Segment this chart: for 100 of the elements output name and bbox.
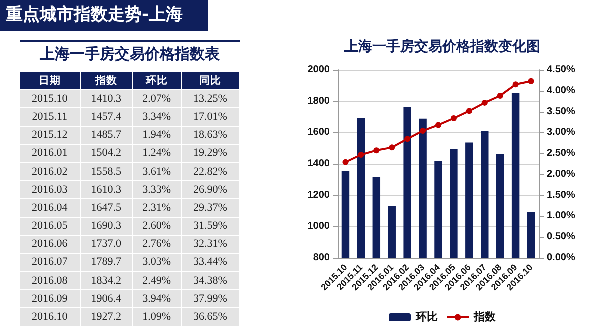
text: 1410.3	[80, 90, 132, 108]
text: 1610.3	[80, 180, 132, 199]
text: 指数	[80, 72, 132, 90]
bar	[512, 93, 520, 258]
y2-tick-label: 4.50%	[547, 64, 576, 76]
point	[389, 144, 396, 151]
point	[450, 116, 457, 122]
point	[436, 122, 442, 128]
bar	[481, 131, 489, 258]
y2-tick-label: 1.50%	[547, 190, 576, 201]
text: 1647.5	[80, 198, 132, 217]
text: 同比	[181, 72, 240, 90]
bar	[527, 212, 536, 258]
point	[528, 78, 534, 84]
chart-title: 上海一手房交易价格指数变化图	[344, 38, 540, 54]
text: 3.34%	[132, 108, 182, 126]
text: 17.01%	[181, 108, 240, 126]
bar	[342, 172, 350, 258]
text: 2.76%	[132, 235, 182, 254]
text: 1737.0	[80, 235, 132, 254]
text: 2.49%	[132, 272, 182, 290]
text: 2015.10	[20, 90, 80, 108]
legend-label: 环比	[415, 310, 438, 324]
point	[404, 136, 411, 142]
text: 2016.05	[20, 217, 80, 236]
y-tick-label: 1000	[308, 221, 330, 232]
text: 29.37%	[181, 198, 240, 217]
text: 18.63%	[181, 126, 240, 144]
text: 33.44%	[181, 253, 240, 272]
text: 重点城市指数走势-上海	[0, 0, 208, 31]
text: 1.09%	[132, 308, 182, 326]
text: 2016.01	[20, 144, 80, 162]
y-tick-label: 800	[313, 252, 330, 264]
bar	[357, 118, 366, 258]
y2-tick-label: 3.00%	[547, 127, 576, 138]
text: 2016.10	[20, 308, 80, 326]
text: 2016.02	[20, 162, 80, 181]
text: 1690.3	[80, 217, 132, 236]
bar	[450, 149, 458, 258]
text: 22.82%	[181, 162, 240, 181]
text: 2.31%	[132, 198, 182, 217]
text: 2.60%	[132, 217, 182, 236]
y2-tick-label: 1.00%	[547, 210, 576, 222]
bar	[419, 118, 427, 258]
text: 2016.06	[20, 235, 80, 254]
text: 2016.03	[20, 180, 80, 199]
text: 日期	[20, 72, 80, 90]
text: 1927.2	[80, 308, 132, 326]
bar	[388, 206, 396, 258]
point	[342, 159, 349, 166]
text: 1789.7	[80, 253, 132, 272]
text: 2.07%	[132, 90, 182, 108]
text: 3.33%	[132, 180, 182, 199]
y2-tick-label: 2.50%	[547, 148, 576, 160]
legend-label: 指数	[473, 310, 497, 324]
point	[482, 100, 488, 106]
bar	[434, 161, 442, 258]
y-tick-label: 2000	[308, 64, 330, 76]
text: 37.99%	[181, 290, 240, 308]
text: 1558.5	[80, 162, 132, 181]
text: 2015.11	[20, 108, 80, 126]
point	[466, 108, 472, 114]
point	[420, 128, 426, 134]
text: 上海一手房交易价格指数表	[20, 40, 240, 64]
text: 3.03%	[132, 253, 182, 272]
text: 1906.4	[80, 290, 132, 308]
text: 32.31%	[181, 235, 240, 254]
text: 1504.2	[80, 144, 132, 162]
point	[512, 82, 519, 88]
y-tick-label: 1800	[308, 96, 330, 107]
text: 1457.4	[80, 108, 132, 126]
bar	[496, 154, 504, 258]
text: 1834.2	[80, 272, 132, 290]
point	[358, 152, 364, 158]
text: 19.29%	[181, 144, 240, 162]
text: 2016.04	[20, 198, 80, 217]
text: 36.65%	[181, 308, 240, 326]
bar	[404, 107, 412, 258]
text: 31.59%	[181, 217, 240, 236]
bar	[466, 142, 474, 258]
text: 1.24%	[132, 144, 182, 162]
y-tick-label: 1200	[308, 190, 330, 201]
y2-tick-label: 0.00%	[547, 252, 576, 264]
text: 34.38%	[181, 272, 240, 290]
y-tick-label: 1600	[308, 127, 330, 138]
y2-tick-label: 3.50%	[547, 106, 576, 118]
point	[374, 148, 380, 154]
point	[497, 92, 504, 99]
y2-tick-label: 4.00%	[547, 85, 576, 96]
text: 2016.09	[20, 290, 80, 308]
text: 3.94%	[132, 290, 182, 308]
y-tick-label: 1400	[308, 158, 330, 170]
y2-tick-label: 2.00%	[547, 168, 576, 180]
text: 3.61%	[132, 162, 182, 181]
bar	[372, 176, 381, 258]
text: 26.90%	[181, 180, 240, 199]
text: 环比	[132, 72, 182, 90]
y2-tick-label: 0.50%	[547, 232, 576, 243]
text: 1485.7	[80, 126, 132, 144]
text: 1.94%	[132, 126, 182, 144]
